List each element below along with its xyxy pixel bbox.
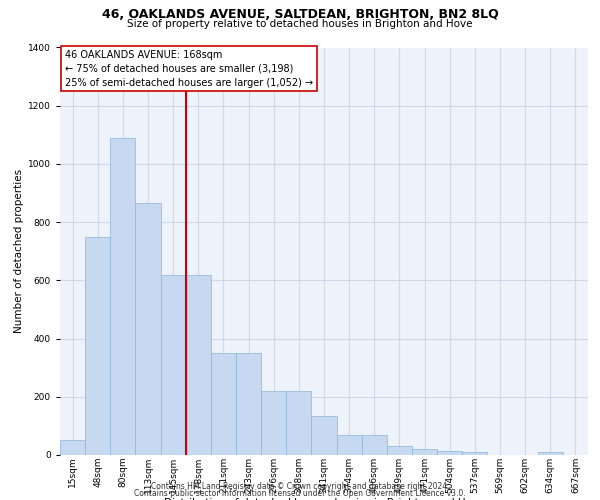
X-axis label: Distribution of detached houses by size in Brighton and Hove: Distribution of detached houses by size … <box>164 498 484 500</box>
Bar <box>412 449 437 455</box>
Bar <box>85 236 110 455</box>
Text: Contains public sector information licensed under the Open Government Licence v3: Contains public sector information licen… <box>134 488 466 498</box>
Bar <box>236 353 261 455</box>
Bar <box>161 274 186 455</box>
Bar <box>186 274 211 455</box>
Y-axis label: Number of detached properties: Number of detached properties <box>14 169 24 334</box>
Bar <box>387 446 412 455</box>
Bar <box>136 203 161 455</box>
Text: Contains HM Land Registry data © Crown copyright and database right 2024.: Contains HM Land Registry data © Crown c… <box>151 482 449 491</box>
Bar <box>462 452 487 455</box>
Bar <box>211 353 236 455</box>
Bar <box>337 434 362 455</box>
Text: Size of property relative to detached houses in Brighton and Hove: Size of property relative to detached ho… <box>127 19 473 29</box>
Bar <box>286 391 311 455</box>
Text: 46, OAKLANDS AVENUE, SALTDEAN, BRIGHTON, BN2 8LQ: 46, OAKLANDS AVENUE, SALTDEAN, BRIGHTON,… <box>101 8 499 20</box>
Bar <box>261 391 286 455</box>
Bar <box>362 434 387 455</box>
Text: 46 OAKLANDS AVENUE: 168sqm
← 75% of detached houses are smaller (3,198)
25% of s: 46 OAKLANDS AVENUE: 168sqm ← 75% of deta… <box>65 50 313 88</box>
Bar <box>538 452 563 455</box>
Bar <box>60 440 85 455</box>
Bar <box>311 416 337 455</box>
Bar <box>110 138 136 455</box>
Bar <box>437 450 462 455</box>
